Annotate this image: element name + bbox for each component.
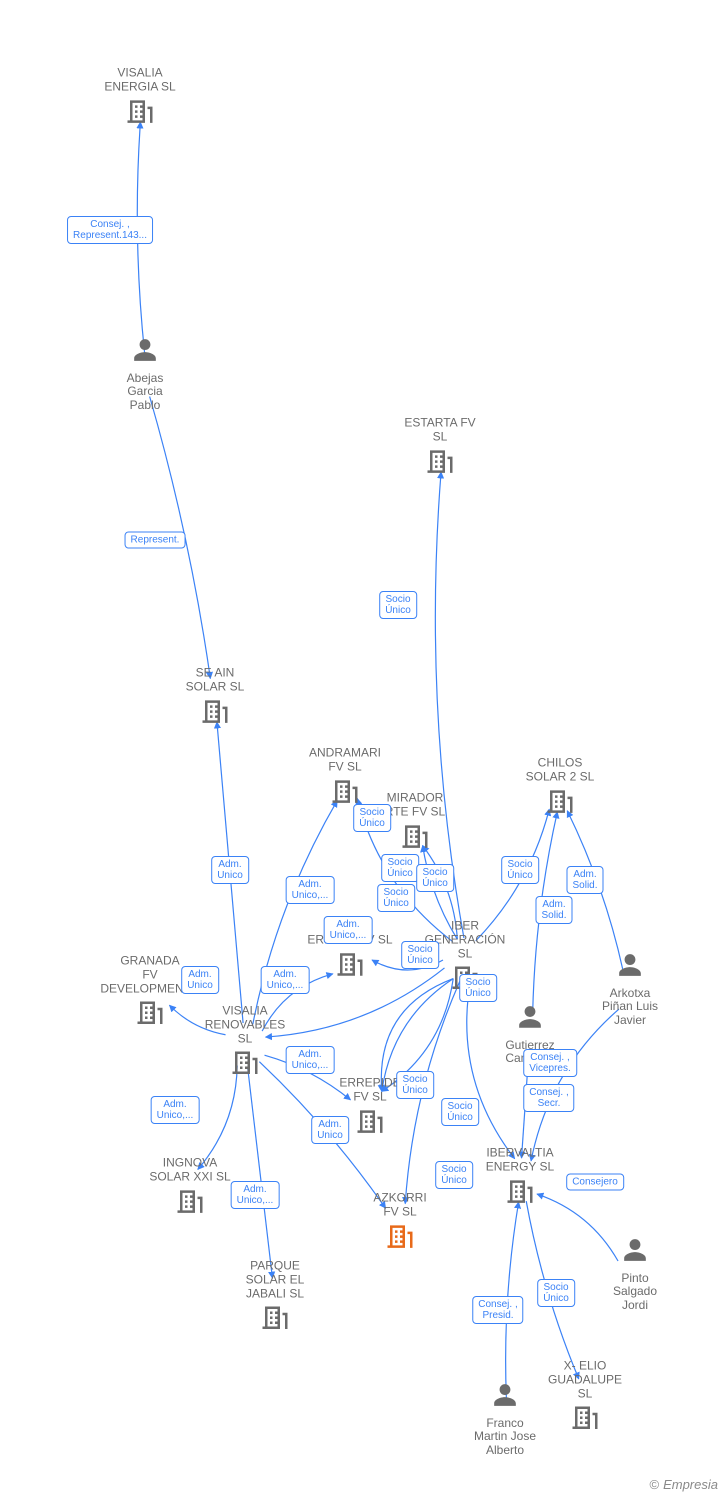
- building-icon: [500, 786, 620, 823]
- building-icon: [380, 446, 500, 483]
- edge: [248, 1067, 273, 1278]
- edge-label: Adm. Unico,...: [231, 1181, 280, 1209]
- edge-label: Adm. Unico,...: [286, 1046, 335, 1074]
- edge-label: Socio Único: [501, 856, 539, 884]
- edge-label: Consej. , Represent.143...: [67, 216, 153, 244]
- watermark: © Empresia: [649, 1477, 718, 1492]
- node-se_ain[interactable]: SE AIN SOLAR SL: [155, 667, 275, 734]
- building-icon: [340, 1221, 460, 1258]
- node-label: VISALIA RENOVABLES SL: [185, 1005, 305, 1046]
- edge-label: Adm. Unico,...: [286, 876, 335, 904]
- edge-label: Consej. , Vicepres.: [523, 1049, 577, 1077]
- edge-label: Adm. Solid.: [535, 896, 572, 924]
- node-label: PARQUE SOLAR EL JABALI SL: [215, 1260, 335, 1301]
- node-label: INGNOVA SOLAR XXI SL: [130, 1157, 250, 1185]
- node-ibervaltia[interactable]: IBERVALTIA ENERGY SL: [460, 1147, 580, 1214]
- edge-label: Socio Único: [416, 864, 454, 892]
- building-icon: [215, 1303, 335, 1340]
- node-label: Abejas Garcia Pablo: [85, 372, 205, 413]
- node-visalia_energia[interactable]: VISALIA ENERGIA SL: [80, 67, 200, 134]
- building-icon: [155, 696, 275, 733]
- edge-label: Socio Único: [353, 804, 391, 832]
- edge-label: Adm. Unico: [311, 1116, 349, 1144]
- watermark-text: Empresia: [663, 1477, 718, 1492]
- node-label: Franco Martin Jose Alberto: [445, 1417, 565, 1458]
- node-label: VISALIA ENERGIA SL: [80, 67, 200, 95]
- person-icon: [622, 1242, 648, 1269]
- node-label: ESTARTA FV SL: [380, 417, 500, 445]
- node-label: ANDRAMARI FV SL: [285, 747, 405, 775]
- edge-label: Consej. , Secr.: [523, 1084, 574, 1112]
- edge-label: Socio Único: [435, 1161, 473, 1189]
- building-icon: [80, 96, 200, 133]
- edge-label: Adm. Unico,...: [261, 966, 310, 994]
- edge-label: Adm. Solid.: [566, 866, 603, 894]
- edge-label: Socio Único: [401, 941, 439, 969]
- node-label: IBERVALTIA ENERGY SL: [460, 1147, 580, 1175]
- edge-label: Socio Único: [377, 884, 415, 912]
- edge-label: Represent.: [125, 532, 186, 549]
- node-estarta[interactable]: ESTARTA FV SL: [380, 417, 500, 484]
- node-label: AZKORRI FV SL: [340, 1192, 460, 1220]
- person-icon: [492, 1387, 518, 1414]
- copyright-symbol: ©: [649, 1477, 659, 1492]
- node-label: SE AIN SOLAR SL: [155, 667, 275, 695]
- building-icon: [460, 1176, 580, 1213]
- network-diagram: VISALIA ENERGIA SL Abejas Garcia Pablo EST…: [0, 0, 728, 1500]
- edge-label: Socio Único: [459, 974, 497, 1002]
- node-label: Pinto Salgado Jordi: [575, 1272, 695, 1313]
- edge-label: Adm. Unico: [181, 966, 219, 994]
- edge-label: Socio Único: [537, 1279, 575, 1307]
- person-icon: [132, 342, 158, 369]
- edge-label: Socio Único: [379, 591, 417, 619]
- person-icon: [617, 957, 643, 984]
- node-franco[interactable]: Franco Martin Jose Alberto: [445, 1382, 565, 1458]
- edge-label: Socio Único: [441, 1098, 479, 1126]
- edge-label: Consejero: [566, 1174, 624, 1191]
- node-abejas[interactable]: Abejas Garcia Pablo: [85, 337, 205, 413]
- node-parque[interactable]: PARQUE SOLAR EL JABALI SL: [215, 1260, 335, 1341]
- edge-label: Adm. Unico,...: [324, 916, 373, 944]
- edge-label: Socio Único: [381, 854, 419, 882]
- edge-label: Adm. Unico: [211, 856, 249, 884]
- node-azkorri[interactable]: AZKORRI FV SL: [340, 1192, 460, 1259]
- node-label: CHILOS SOLAR 2 SL: [500, 757, 620, 785]
- node-pinto[interactable]: Pinto Salgado Jordi: [575, 1237, 695, 1313]
- node-chilos[interactable]: CHILOS SOLAR 2 SL: [500, 757, 620, 824]
- edge-label: Adm. Unico,...: [151, 1096, 200, 1124]
- edge-label: Consej. , Presid.: [472, 1296, 523, 1324]
- person-icon: [517, 1009, 543, 1036]
- edge-label: Socio Único: [396, 1071, 434, 1099]
